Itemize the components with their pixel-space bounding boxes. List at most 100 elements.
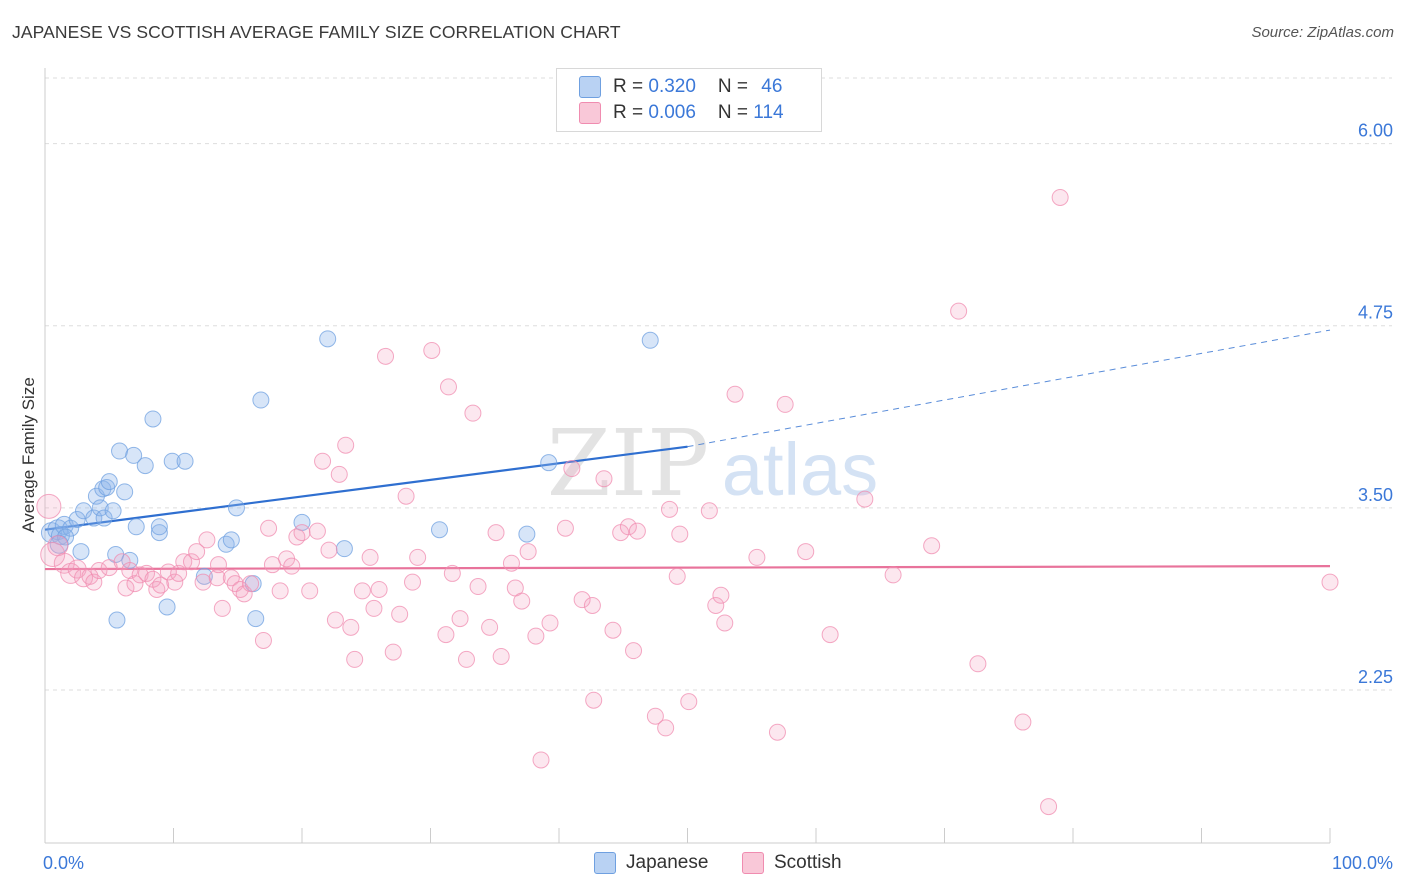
scottish-point: [492, 647, 510, 665]
japanese-point: [335, 540, 353, 558]
scottish-point: [404, 573, 422, 591]
scottish-point: [563, 460, 581, 478]
scottish-point: [573, 591, 591, 609]
japanese-point: [62, 519, 80, 537]
scottish-point: [365, 599, 383, 617]
scottish-point: [451, 610, 469, 628]
scottish-point: [152, 576, 170, 594]
scottish-point: [1321, 573, 1339, 591]
scottish-point: [748, 548, 766, 566]
scottish-point: [121, 562, 139, 580]
scottish-point: [519, 543, 537, 561]
y-tick-label: 3.50: [1358, 485, 1393, 505]
scottish-point: [585, 691, 603, 709]
scottish-point: [700, 502, 718, 520]
scottish-point: [209, 556, 227, 574]
scottish-point: [361, 548, 379, 566]
scottish-point: [293, 524, 311, 542]
japanese-point: [247, 610, 265, 628]
scottish-point: [260, 519, 278, 537]
scottish-point: [397, 487, 415, 505]
japanese-point: [144, 410, 162, 428]
legend-swatch-scottish: [579, 102, 601, 124]
legend-n-value: 114: [753, 102, 784, 123]
x-tick-label-min: 0.0%: [43, 853, 84, 873]
scottish-point: [117, 579, 135, 597]
axes: [44, 68, 1331, 844]
scottish-point: [923, 537, 941, 555]
legend-n-value: 46: [761, 76, 783, 97]
scottish-point: [53, 552, 75, 574]
scottish-point: [797, 543, 815, 561]
scottish-point: [314, 452, 332, 470]
japanese-point: [540, 454, 558, 472]
watermark: ZIP atlas: [547, 410, 878, 517]
scottish-point: [619, 518, 637, 536]
scottish-point: [950, 302, 968, 320]
legend-n-label: N =: [717, 76, 754, 97]
japanese-trend-extension: [687, 329, 1331, 448]
scottish-point: [726, 385, 744, 403]
scottish-trend-line: [44, 565, 1331, 571]
scottish-point: [768, 723, 786, 741]
japanese-point: [227, 499, 245, 517]
x-tick-label-max: 100.0%: [1332, 853, 1393, 873]
japanese-point: [222, 531, 240, 549]
scottish-point: [502, 554, 520, 572]
scottish-point: [443, 564, 461, 582]
scottish-point: [671, 525, 689, 543]
y-tick-label: 6.00: [1358, 121, 1393, 141]
japanese-point: [85, 509, 103, 527]
japanese-point: [111, 442, 129, 460]
japanese-swatch: [594, 852, 616, 874]
scottish-point: [668, 567, 686, 585]
scottish-point: [90, 562, 108, 580]
scottish-point: [625, 642, 643, 660]
japanese-point: [108, 611, 126, 629]
trend-lines: [44, 329, 1331, 571]
scottish-point: [457, 650, 475, 668]
japanese-point: [104, 502, 122, 520]
scottish-swatch: [742, 852, 764, 874]
scottish-point: [254, 631, 272, 649]
legend-r-label: R =: [613, 102, 649, 123]
chart-title: JAPANESE VS SCOTTISH AVERAGE FAMILY SIZE…: [12, 22, 621, 42]
scottish-point: [74, 568, 94, 588]
scottish-point: [166, 573, 184, 591]
scottish-point: [188, 543, 206, 561]
series-legend-japanese: Japanese: [594, 852, 708, 874]
axis-labels: 2.25 3.50 4.75 6.00 0.0% 100.0% Average Family…: [19, 121, 1393, 873]
scottish-point: [384, 643, 402, 661]
scottish-point: [320, 541, 338, 559]
scottish-point: [776, 395, 794, 413]
scottish-point: [423, 341, 441, 359]
scottish-point: [308, 522, 326, 540]
scottish-point: [235, 585, 253, 603]
scottish-point: [198, 531, 216, 549]
scottish-point: [182, 553, 200, 571]
scottish-point: [556, 519, 574, 537]
scottish-point: [646, 707, 664, 725]
japanese-point: [57, 528, 75, 546]
scottish-point: [595, 470, 613, 488]
scottish-point: [969, 655, 987, 673]
scottish-point: [469, 578, 487, 596]
scottish-point: [1040, 798, 1058, 816]
japanese-point: [158, 598, 176, 616]
japanese-point: [252, 391, 270, 409]
japanese-point: [430, 521, 448, 539]
japanese-point: [91, 499, 109, 517]
japanese-trend-line: [44, 445, 688, 531]
scottish-point: [213, 599, 231, 617]
scottish-point: [884, 566, 902, 584]
scottish-point: [283, 557, 301, 575]
scottish-point: [707, 596, 725, 614]
scottish-point: [346, 650, 364, 668]
series-legend-scottish: Scottish: [742, 852, 842, 874]
japanese-point: [136, 457, 154, 475]
scottish-point: [527, 627, 545, 645]
scottish-point: [409, 548, 427, 566]
y-axis-label: Average Family Size: [19, 377, 38, 533]
legend-r-value: 0.320: [648, 76, 696, 97]
